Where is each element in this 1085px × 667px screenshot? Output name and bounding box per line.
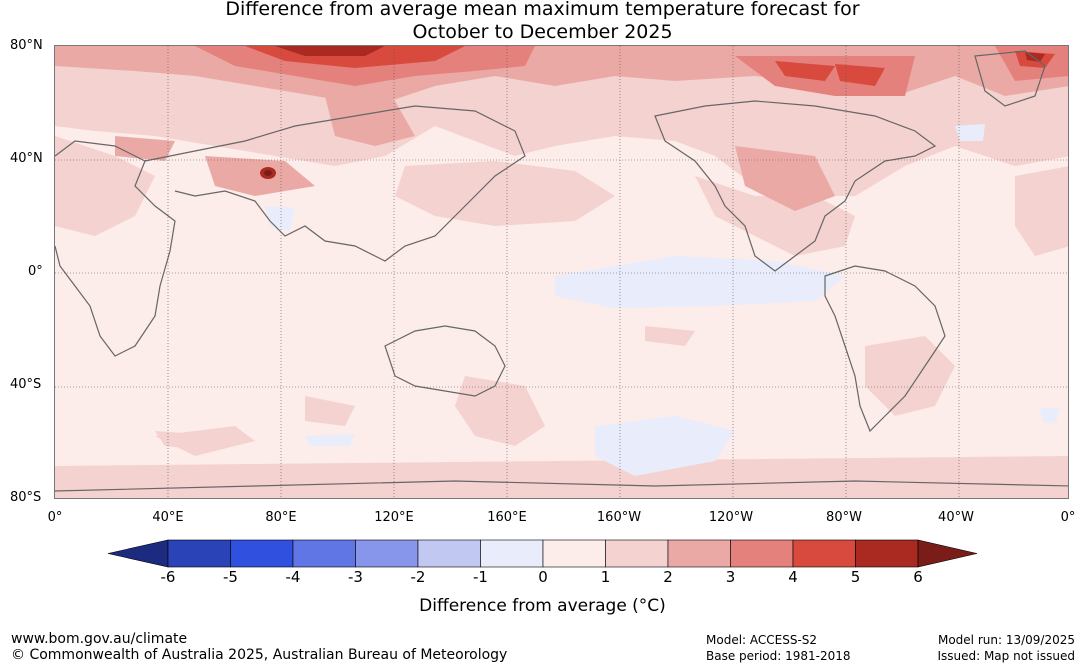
colorbar-tick-label: -3 bbox=[348, 568, 363, 586]
lon-label-40w: 40°W bbox=[938, 510, 974, 525]
lat-label-40n: 40°N bbox=[10, 151, 43, 166]
lat-label-80s: 80°S bbox=[10, 490, 42, 505]
colorbar-segment bbox=[167, 539, 231, 568]
colorbar-segment bbox=[605, 539, 669, 568]
colorbar-segment bbox=[417, 539, 481, 568]
colorbar-segment bbox=[292, 539, 356, 568]
colorbar-tick-label: 1 bbox=[600, 568, 611, 586]
colorbar-extend-high bbox=[917, 539, 978, 568]
colorbar-segment bbox=[792, 539, 856, 568]
website-text: www.bom.gov.au/climate bbox=[11, 631, 188, 647]
map-canvas bbox=[55, 46, 1068, 498]
base-period-text: Base period: 1981-2018 bbox=[706, 649, 851, 663]
lon-label-120e: 120°E bbox=[374, 510, 414, 525]
colorbar-tick-label: -2 bbox=[410, 568, 426, 586]
colorbar-tick-label: 5 bbox=[850, 568, 861, 586]
model-run-text: Model run: 13/09/2025 bbox=[937, 633, 1075, 647]
colorbar-segment bbox=[667, 539, 731, 568]
lat-label-40s: 40°S bbox=[10, 377, 42, 392]
colorbar-tick-label: -1 bbox=[473, 568, 488, 586]
lon-label-160e: 160°E bbox=[487, 510, 527, 525]
colorbar-segment bbox=[480, 539, 544, 568]
colorbar-tick-label: -4 bbox=[285, 568, 301, 586]
lon-label-120w: 120°W bbox=[708, 510, 754, 525]
colorbar-tick-label: 0 bbox=[538, 568, 548, 586]
colorbar-tick-label: -5 bbox=[223, 568, 238, 586]
model-text: Model: ACCESS-S2 bbox=[706, 633, 818, 647]
title-line-2: October to December 2025 bbox=[412, 21, 673, 43]
colorbar-tick-label: 6 bbox=[913, 568, 923, 586]
colorbar-segment bbox=[355, 539, 419, 568]
colorbar-extend-low bbox=[107, 539, 169, 568]
anomaly-map bbox=[54, 45, 1069, 499]
issued-text: Issued: Map not issued bbox=[937, 649, 1075, 663]
colorbar-tick-label: 4 bbox=[788, 568, 798, 586]
lat-label-0: 0° bbox=[28, 264, 43, 279]
colorbar-segment bbox=[230, 539, 294, 568]
lat-label-80n: 80°N bbox=[10, 38, 43, 53]
colorbar-segment bbox=[730, 539, 794, 568]
colorbar-segment bbox=[855, 539, 919, 568]
lon-label-80w: 80°W bbox=[826, 510, 862, 525]
colorbar-tick-label: -6 bbox=[160, 568, 176, 586]
colorbar-tick-label: 2 bbox=[663, 568, 673, 586]
colorbar-label: Difference from average (°C) bbox=[419, 596, 666, 616]
lon-label-80e: 80°E bbox=[265, 510, 297, 525]
lon-label-0-left: 0° bbox=[47, 510, 63, 525]
title-line-1: Difference from average mean maximum tem… bbox=[225, 0, 860, 20]
colorbar-tick-label: 3 bbox=[725, 568, 736, 586]
copyright-text: © Commonwealth of Australia 2025, Austra… bbox=[11, 647, 508, 663]
map-title: Difference from average mean maximum tem… bbox=[0, 0, 1085, 44]
lon-label-160w: 160°W bbox=[596, 510, 642, 525]
lon-label-40e: 40°E bbox=[152, 510, 184, 525]
colorbar-segment bbox=[542, 539, 606, 568]
lon-label-0-right: 0° bbox=[1060, 510, 1076, 525]
